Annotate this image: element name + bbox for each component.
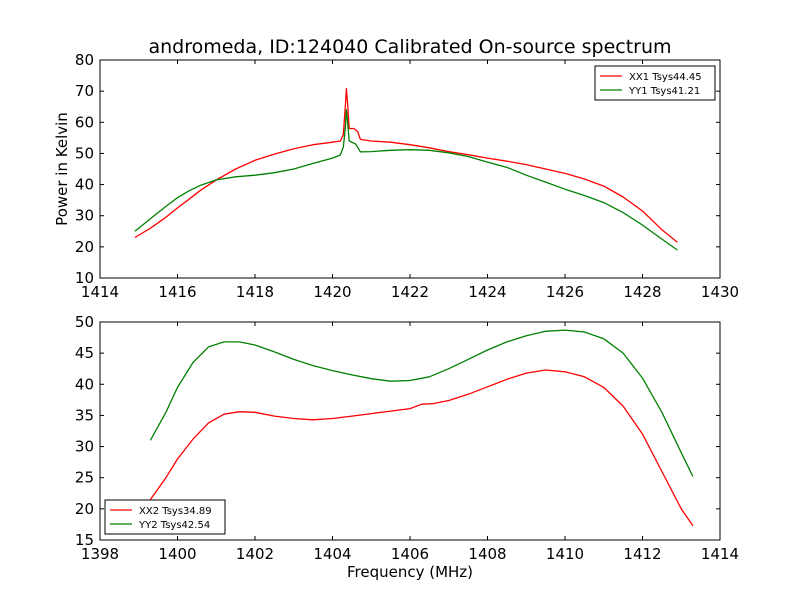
bottom-x-axis-label: Frequency (MHz) [347, 563, 473, 581]
x-tick-label: 1428 [623, 283, 661, 301]
legend-label: XX2 Tsys34.89 [139, 506, 212, 517]
y-tick-label: 20 [75, 238, 94, 256]
y-tick-label: 10 [75, 269, 94, 287]
x-tick-label: 1422 [391, 283, 429, 301]
x-tick-label: 1414 [81, 283, 119, 301]
y-tick-label: 25 [75, 469, 94, 487]
y-tick-label: 60 [75, 113, 94, 131]
x-tick-label: 1398 [81, 545, 119, 563]
y-tick-label: 30 [75, 438, 94, 456]
series-line-2-1 [149, 369, 694, 527]
y-tick-label: 45 [75, 344, 94, 362]
y-tick-label: 50 [75, 144, 94, 162]
y-tick-label: 70 [75, 82, 94, 100]
y-tick-label: 35 [75, 406, 94, 424]
x-tick-label: 1404 [313, 545, 351, 563]
x-tick-label: 1400 [158, 545, 196, 563]
y-tick-label: 40 [75, 375, 94, 393]
x-tick-label: 1412 [623, 545, 661, 563]
legend-label: XX1 Tsys44.45 [629, 72, 702, 83]
series-line-1-1 [134, 88, 678, 243]
x-tick-label: 1418 [236, 283, 274, 301]
x-tick-label: 1424 [468, 283, 506, 301]
y-tick-label: 80 [75, 51, 94, 69]
x-tick-label: 1416 [158, 283, 196, 301]
legend-label: YY2 Tsys42.54 [138, 520, 210, 531]
x-tick-label: 1414 [701, 545, 739, 563]
series-line-1-2 [134, 109, 678, 251]
x-tick-label: 1430 [701, 283, 739, 301]
x-tick-label: 1426 [546, 283, 584, 301]
legend: XX1 Tsys44.45 YY1 Tsys41.21 [594, 65, 716, 101]
legend: XX2 Tsys34.89 YY2 Tsys42.54 [104, 499, 226, 535]
chart-title: andromeda, ID:124040 Calibrated On-sourc… [148, 36, 671, 58]
series-line-2-2 [149, 329, 694, 477]
y-tick-label: 30 [75, 207, 94, 225]
legend-label: YY1 Tsys41.21 [628, 86, 700, 97]
bottom-plot: 1398 1400 1402 1404 1406 1408 1410 1412 1414 15 20… [75, 313, 739, 563]
y-tick-label: 20 [75, 500, 94, 518]
x-tick-label: 1420 [313, 283, 351, 301]
y-tick-label: 50 [75, 313, 94, 331]
x-tick-label: 1410 [546, 545, 584, 563]
top-plot: 1414 1416 1418 1420 1422 1424 1426 1428 1430 10 20… [75, 51, 739, 301]
y-tick-label: 15 [75, 531, 94, 549]
legend-box [104, 499, 226, 535]
legend-box [594, 65, 716, 101]
x-tick-label: 1402 [236, 545, 274, 563]
x-tick-label: 1408 [468, 545, 506, 563]
top-y-axis-label: Power in Kelvin [53, 112, 71, 226]
x-tick-label: 1406 [391, 545, 429, 563]
y-tick-label: 40 [75, 176, 94, 194]
